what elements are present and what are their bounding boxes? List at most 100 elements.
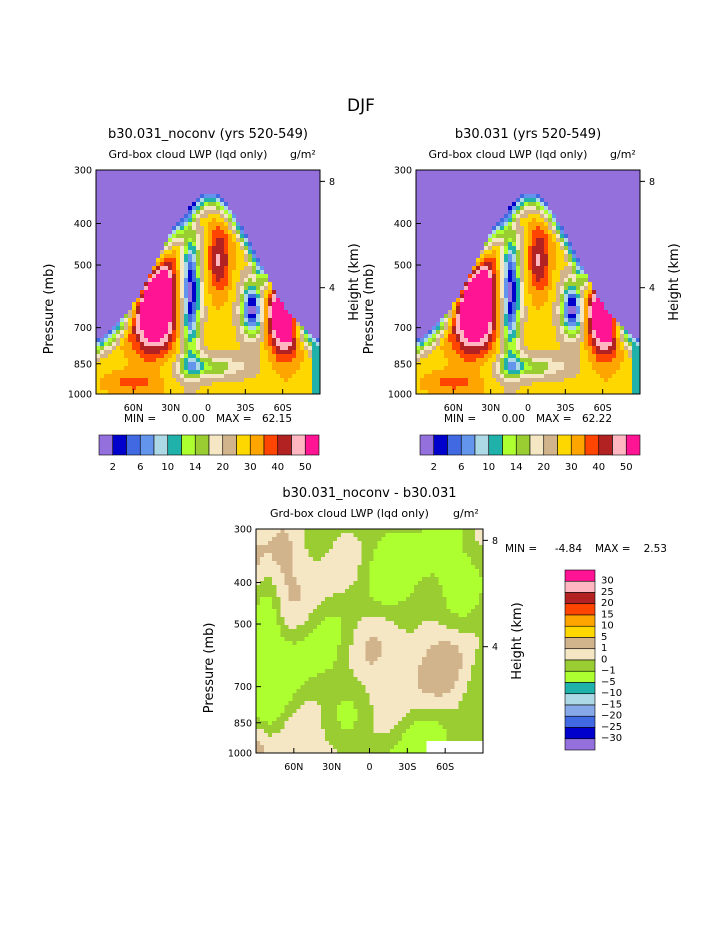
heatmap-cell xyxy=(532,226,537,231)
colorbar-swatch xyxy=(236,434,251,456)
heatmap-cell xyxy=(300,190,305,195)
heatmap-cell xyxy=(140,198,145,203)
heatmap-cell xyxy=(164,390,169,395)
heatmap-cell xyxy=(560,202,565,207)
heatmap-cell xyxy=(180,318,185,323)
heatmap-cell xyxy=(244,246,249,251)
heatmap-cell xyxy=(100,382,105,387)
heatmap-cell xyxy=(308,326,313,331)
heatmap-cell xyxy=(548,286,553,291)
heatmap-cell xyxy=(176,246,181,251)
heatmap-cell xyxy=(184,298,189,303)
heatmap-cell xyxy=(508,198,513,203)
heatmap-cell xyxy=(196,270,201,275)
heatmap-cell xyxy=(112,290,117,295)
heatmap-cell xyxy=(276,370,281,375)
heatmap-cell xyxy=(152,258,157,263)
heatmap-cell xyxy=(192,302,197,307)
heatmap-cell xyxy=(292,318,297,323)
heatmap-cell xyxy=(252,242,257,247)
heatmap-cell xyxy=(628,222,633,227)
heatmap-cell xyxy=(252,214,257,219)
heatmap-cell xyxy=(488,178,493,183)
heatmap-cell xyxy=(304,334,309,339)
heatmap-cell xyxy=(188,314,193,319)
heatmap-cell xyxy=(612,226,617,231)
heatmap-cell xyxy=(416,270,421,275)
heatmap-cell xyxy=(140,274,145,279)
heatmap-cell xyxy=(440,214,445,219)
heatmap-cell xyxy=(568,230,573,235)
heatmap-cell xyxy=(96,266,101,271)
heatmap-cell xyxy=(492,178,497,183)
heatmap-cell xyxy=(148,322,153,327)
heatmap-cell xyxy=(152,186,157,191)
heatmap-cell xyxy=(272,350,277,355)
heatmap-cell xyxy=(172,302,177,307)
heatmap-cell xyxy=(304,282,309,287)
heatmap-cell xyxy=(288,270,293,275)
heatmap-cell xyxy=(212,326,217,331)
heatmap-cell xyxy=(272,374,277,379)
heatmap-cell xyxy=(216,190,221,195)
heatmap-cell xyxy=(156,302,161,307)
heatmap-cell xyxy=(524,266,529,271)
heatmap-cell xyxy=(544,194,549,199)
heatmap-cell xyxy=(512,186,517,191)
heatmap-cell xyxy=(292,234,297,239)
heatmap-cell xyxy=(204,218,209,223)
heatmap-cell xyxy=(236,302,241,307)
heatmap-cell xyxy=(296,206,301,211)
heatmap-cell xyxy=(452,202,457,207)
heatmap-cell xyxy=(532,214,537,219)
heatmap-cell xyxy=(588,174,593,179)
heatmap-cell xyxy=(208,306,213,311)
heatmap-cell xyxy=(176,254,181,259)
heatmap-cell xyxy=(604,226,609,231)
heatmap-cell xyxy=(308,202,313,207)
heatmap-cell xyxy=(128,222,133,227)
heatmap-cell xyxy=(220,390,225,395)
heatmap-cell xyxy=(548,182,553,187)
heatmap-cell xyxy=(220,258,225,263)
heatmap-cell xyxy=(600,226,605,231)
heatmap-cell xyxy=(312,234,317,239)
heatmap-cell xyxy=(252,370,257,375)
heatmap-cell xyxy=(212,318,217,323)
heatmap-cell xyxy=(512,290,517,295)
heatmap-cell xyxy=(560,218,565,223)
heatmap-cell xyxy=(436,238,441,243)
heatmap-cell xyxy=(488,262,493,267)
heatmap-cell xyxy=(292,374,297,379)
heatmap-cell xyxy=(264,322,269,327)
heatmap-cell xyxy=(112,350,117,355)
heatmap-cell xyxy=(496,194,501,199)
heatmap-cell xyxy=(104,174,109,179)
heatmap-cell xyxy=(300,358,305,363)
heatmap-cell xyxy=(296,274,301,279)
heatmap-cell xyxy=(580,218,585,223)
heatmap-cell xyxy=(200,302,205,307)
heatmap-cell xyxy=(124,298,129,303)
heatmap-cell xyxy=(144,390,149,395)
heatmap-cell xyxy=(128,210,133,215)
heatmap-cell xyxy=(600,222,605,227)
heatmap-cell xyxy=(544,238,549,243)
heatmap-cell xyxy=(564,214,569,219)
heatmap-cell xyxy=(180,362,185,367)
heatmap-cell xyxy=(484,222,489,227)
heatmap-cell xyxy=(188,298,193,303)
heatmap-cell xyxy=(524,178,529,183)
heatmap-cell xyxy=(180,178,185,183)
heatmap-cell xyxy=(208,218,213,223)
heatmap-cell xyxy=(188,290,193,295)
heatmap-cell xyxy=(504,254,509,259)
heatmap-cell xyxy=(444,182,449,187)
heatmap-cell xyxy=(636,186,641,191)
heatmap-cell xyxy=(428,222,433,227)
heatmap-cell xyxy=(436,290,441,295)
heatmap-cell xyxy=(276,386,281,391)
heatmap-cell xyxy=(520,254,525,259)
heatmap-cell xyxy=(236,282,241,287)
heatmap-cell xyxy=(144,346,149,351)
